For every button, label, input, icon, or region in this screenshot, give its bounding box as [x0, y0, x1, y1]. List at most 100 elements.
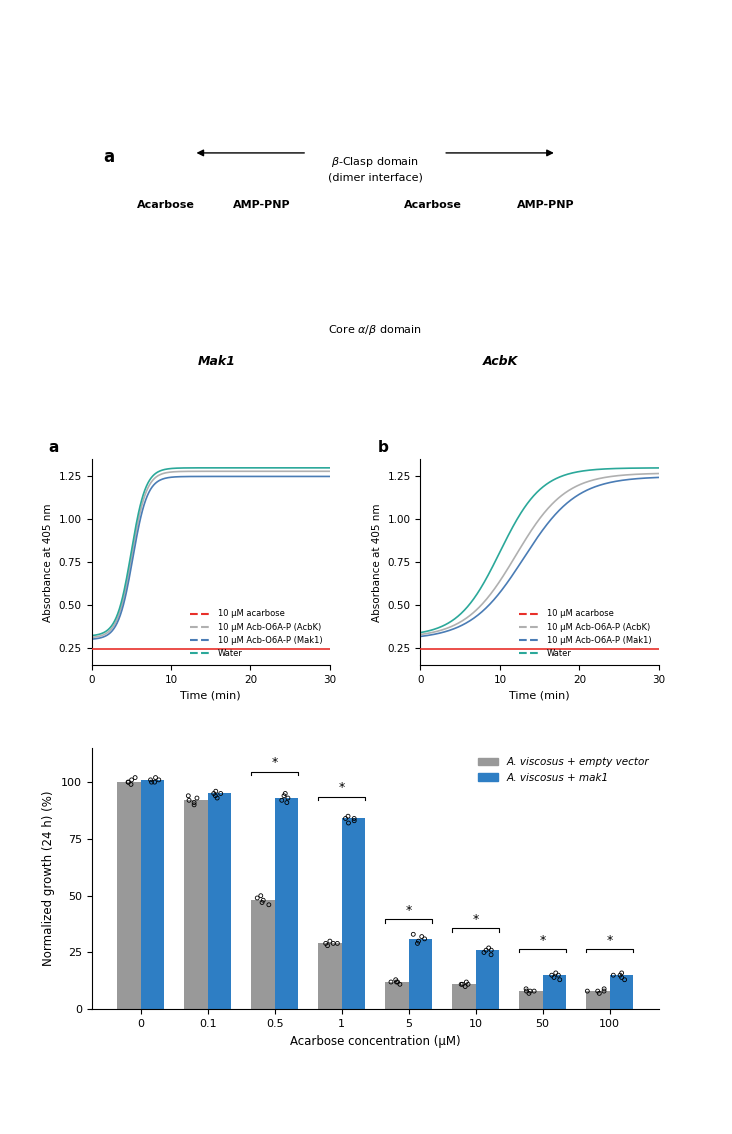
Point — [145, 771, 157, 789]
Point — [413, 932, 425, 950]
Text: Mak1: Mak1 — [198, 355, 235, 367]
Point — [320, 934, 332, 953]
Point — [282, 789, 294, 807]
Text: *: * — [406, 904, 412, 917]
Text: AMP-PNP: AMP-PNP — [234, 201, 291, 210]
Point — [598, 980, 610, 998]
Bar — [141, 780, 164, 1009]
Legend: 10 μM acarbose, 10 μM Acb-O6A-P (AcbK), 10 μM Acb-O6A-P (Mak1), Water: 10 μM acarbose, 10 μM Acb-O6A-P (AcbK), … — [516, 607, 654, 661]
Bar — [586, 991, 610, 1009]
Point — [281, 794, 293, 812]
Point — [209, 787, 221, 805]
Point — [614, 966, 626, 984]
Point — [520, 982, 532, 1000]
Point — [520, 980, 532, 998]
Text: *: * — [606, 933, 613, 947]
Point — [125, 776, 137, 794]
Point — [122, 773, 134, 792]
Point — [321, 937, 333, 955]
Point — [394, 975, 406, 993]
Point — [462, 975, 474, 993]
Text: *: * — [272, 756, 278, 769]
Point — [385, 973, 397, 991]
Point — [460, 978, 471, 996]
Point — [478, 943, 490, 962]
Point — [419, 930, 430, 948]
Text: a: a — [102, 149, 114, 166]
Point — [122, 773, 134, 792]
Bar — [476, 950, 499, 1009]
Bar — [251, 900, 274, 1009]
Bar — [385, 982, 408, 1009]
Text: *: * — [472, 913, 479, 926]
Text: Acarbose: Acarbose — [403, 201, 461, 210]
Point — [616, 964, 627, 982]
Point — [348, 812, 360, 830]
Point — [182, 787, 194, 805]
Text: Acarbose: Acarbose — [137, 201, 195, 210]
Point — [411, 934, 423, 953]
Point — [183, 792, 195, 810]
Point — [340, 810, 351, 828]
Point — [460, 973, 472, 991]
Point — [485, 941, 497, 959]
Bar — [117, 782, 141, 1009]
Bar — [274, 798, 298, 1009]
Point — [191, 789, 203, 807]
Bar — [184, 801, 208, 1009]
Point — [594, 984, 605, 1002]
Point — [546, 966, 558, 984]
Bar — [519, 991, 542, 1009]
Bar — [610, 975, 633, 1009]
Point — [324, 932, 336, 950]
Y-axis label: Absorbance at 405 nm: Absorbance at 405 nm — [372, 503, 382, 621]
Point — [524, 982, 536, 1000]
Text: *: * — [539, 933, 546, 947]
Point — [214, 785, 226, 803]
Point — [342, 807, 354, 826]
Point — [327, 934, 339, 953]
Text: $\beta$-Clasp domain: $\beta$-Clasp domain — [331, 155, 419, 169]
Point — [126, 771, 138, 789]
Point — [457, 975, 468, 993]
Point — [455, 975, 467, 993]
X-axis label: Time (min): Time (min) — [509, 691, 570, 701]
Text: *: * — [338, 781, 345, 795]
Point — [188, 796, 200, 814]
Point — [553, 966, 564, 984]
Point — [251, 889, 263, 907]
Point — [212, 789, 223, 807]
Point — [616, 968, 627, 987]
Bar — [452, 984, 476, 1009]
Point — [149, 769, 161, 787]
Bar — [318, 943, 342, 1009]
Point — [208, 785, 220, 803]
Point — [608, 966, 619, 984]
Point — [146, 773, 157, 792]
Y-axis label: Normalized growth (24 h) (%): Normalized growth (24 h) (%) — [42, 790, 55, 966]
Point — [392, 973, 403, 991]
Point — [263, 896, 274, 914]
Point — [276, 792, 288, 810]
Point — [592, 982, 604, 1000]
Text: b: b — [378, 440, 389, 455]
Point — [130, 769, 141, 787]
Point — [255, 887, 266, 905]
Point — [258, 891, 269, 909]
Point — [554, 971, 566, 989]
Bar — [408, 939, 432, 1009]
Point — [343, 814, 354, 832]
Point — [416, 928, 427, 946]
Point — [153, 771, 165, 789]
Point — [523, 984, 535, 1002]
Text: (dimer interface): (dimer interface) — [328, 172, 422, 183]
Point — [485, 946, 497, 964]
X-axis label: Acarbose concentration (μM): Acarbose concentration (μM) — [290, 1034, 460, 1048]
Point — [391, 973, 403, 991]
Point — [149, 773, 160, 792]
Point — [348, 810, 360, 828]
Point — [619, 971, 630, 989]
Point — [548, 968, 560, 987]
Point — [598, 982, 610, 1000]
X-axis label: Time (min): Time (min) — [180, 691, 241, 701]
